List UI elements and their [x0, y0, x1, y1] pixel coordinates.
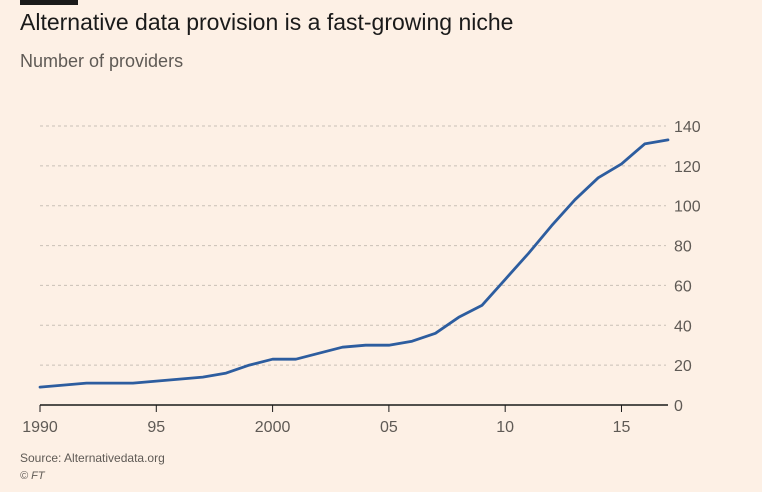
- header-accent-bar: [20, 0, 78, 5]
- y-tick-label: 20: [674, 358, 692, 375]
- x-tick-label: 1990: [22, 419, 58, 436]
- y-tick-label: 40: [674, 318, 692, 335]
- x-tick-label: 05: [380, 419, 398, 436]
- y-tick-label: 60: [674, 278, 692, 295]
- y-tick-label: 100: [674, 199, 701, 216]
- chart-subtitle: Number of providers: [20, 51, 184, 71]
- x-tick-label: 10: [496, 419, 514, 436]
- y-tick-label: 80: [674, 239, 692, 256]
- y-tick-label: 140: [674, 119, 701, 136]
- y-tick-label: 0: [674, 398, 683, 415]
- y-tick-label: 120: [674, 159, 701, 176]
- x-tick-label: 95: [147, 419, 165, 436]
- series-line: [38, 138, 670, 389]
- copyright-credit: © FT: [20, 470, 45, 482]
- source-note: Source: Alternativedata.org: [20, 451, 165, 465]
- x-tick-label: 2000: [255, 419, 291, 436]
- chart-title: Alternative data provision is a fast-gro…: [20, 9, 514, 35]
- x-tick-label: 15: [613, 419, 631, 436]
